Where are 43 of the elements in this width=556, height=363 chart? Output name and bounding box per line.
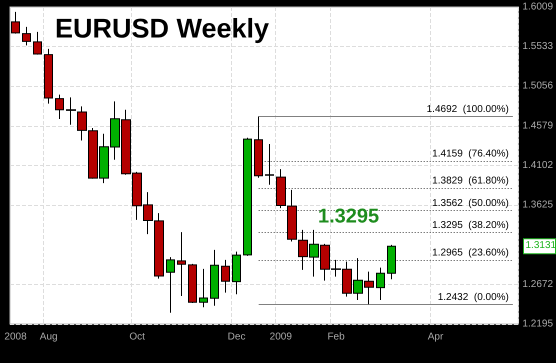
- candlestick: [188, 263, 197, 304]
- candlestick: [166, 256, 175, 314]
- candlestick: [243, 137, 252, 256]
- chart-title: EURUSD Weekly: [55, 14, 270, 44]
- x-tick-label: Oct: [129, 332, 146, 342]
- text: 1.3131: [526, 240, 556, 252]
- x-tick-label: Feb: [327, 332, 346, 342]
- candlestick: [66, 96, 76, 126]
- y-tick-label: 1.4579: [522, 120, 554, 132]
- candlestick: [232, 251, 241, 295]
- candlestick: [387, 244, 396, 280]
- x-tick-label: 2009: [270, 332, 292, 342]
- x-tick-label: Aug: [40, 332, 58, 342]
- candlestick: [55, 94, 64, 120]
- candlestick: [210, 249, 219, 306]
- y-tick-label: 1.2672: [522, 278, 554, 290]
- candlestick: [376, 267, 385, 300]
- ref-line-label: 1.2432 (0.00%): [438, 292, 509, 303]
- ref-line-label: 1.3295 (38.20%): [432, 220, 509, 232]
- candlestick: [33, 31, 42, 56]
- y-tick-label: 1.5533: [522, 41, 554, 52]
- x-tick-label: 2008: [4, 332, 28, 342]
- candlestick: [265, 144, 274, 186]
- ref-line-label: 1.3829 (61.80%): [432, 176, 509, 187]
- candlestick: [11, 11, 20, 34]
- y-tick-label: 1.2195: [522, 318, 554, 330]
- candlestick: [44, 48, 53, 104]
- candlestick: [254, 116, 263, 178]
- candlestick: [22, 26, 31, 46]
- ref-line-label: 1.4159 (76.40%): [432, 148, 509, 160]
- x-tick-label: Apr: [428, 332, 444, 342]
- candlestick: [199, 268, 208, 308]
- x-tick-label: Dec: [228, 332, 246, 342]
- ref-line-label: 1.4692 (100.00%): [426, 104, 509, 115]
- candlestick: [177, 232, 186, 296]
- ref-line-label: 1.2965 (23.60%): [432, 248, 509, 258]
- annotation: 1.3295: [318, 206, 380, 228]
- y-tick-label: 1.6009: [522, 2, 554, 12]
- y-tick-label: 1.5056: [522, 80, 554, 92]
- candlestick: [221, 259, 230, 294]
- y-tick-label: 1.4102: [522, 160, 554, 171]
- y-tick-label: 1.3625: [522, 200, 554, 211]
- ref-line-label: 1.3562 (50.00%): [432, 198, 509, 209]
